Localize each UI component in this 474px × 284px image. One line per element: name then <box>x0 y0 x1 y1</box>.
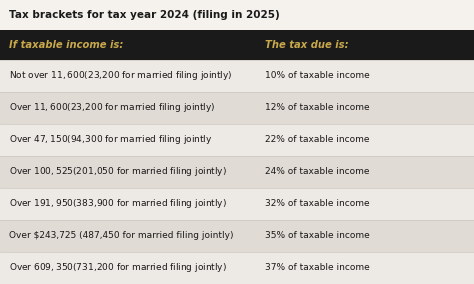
Text: 37% of taxable income: 37% of taxable income <box>265 264 370 272</box>
Bar <box>0 188 474 220</box>
Text: Over $47,150 ($94,300 for married filing jointly: Over $47,150 ($94,300 for married filing… <box>9 133 213 146</box>
Text: Over $243,725 (487,450 for married filing jointly): Over $243,725 (487,450 for married filin… <box>9 231 234 241</box>
Bar <box>0 220 474 252</box>
Bar <box>0 156 474 188</box>
Text: If taxable income is:: If taxable income is: <box>9 40 124 50</box>
Bar <box>0 124 474 156</box>
Text: Over $191,950 ($383,900 for married filing jointly): Over $191,950 ($383,900 for married fili… <box>9 197 228 210</box>
Text: Over $609,350 ($731,200 for married filing jointly): Over $609,350 ($731,200 for married fili… <box>9 262 228 274</box>
Bar <box>0 30 474 60</box>
Text: 10% of taxable income: 10% of taxable income <box>265 71 370 80</box>
Text: 35% of taxable income: 35% of taxable income <box>265 231 370 241</box>
Text: 32% of taxable income: 32% of taxable income <box>265 199 370 208</box>
Text: Not over $11,600 ($23,200 for married filing jointly): Not over $11,600 ($23,200 for married fi… <box>9 69 233 82</box>
Text: 22% of taxable income: 22% of taxable income <box>265 135 370 144</box>
Text: Over $100,525 ($201,050 for married filing jointly): Over $100,525 ($201,050 for married fili… <box>9 165 228 178</box>
Text: Tax brackets for tax year 2024 (filing in 2025): Tax brackets for tax year 2024 (filing i… <box>9 10 280 20</box>
Bar <box>0 252 474 284</box>
Bar <box>0 92 474 124</box>
Text: 24% of taxable income: 24% of taxable income <box>265 167 370 176</box>
Text: The tax due is:: The tax due is: <box>265 40 349 50</box>
Text: Over $11,600 ($23,200 for married filing jointly): Over $11,600 ($23,200 for married filing… <box>9 101 216 114</box>
Text: 12% of taxable income: 12% of taxable income <box>265 103 370 112</box>
Bar <box>0 60 474 92</box>
